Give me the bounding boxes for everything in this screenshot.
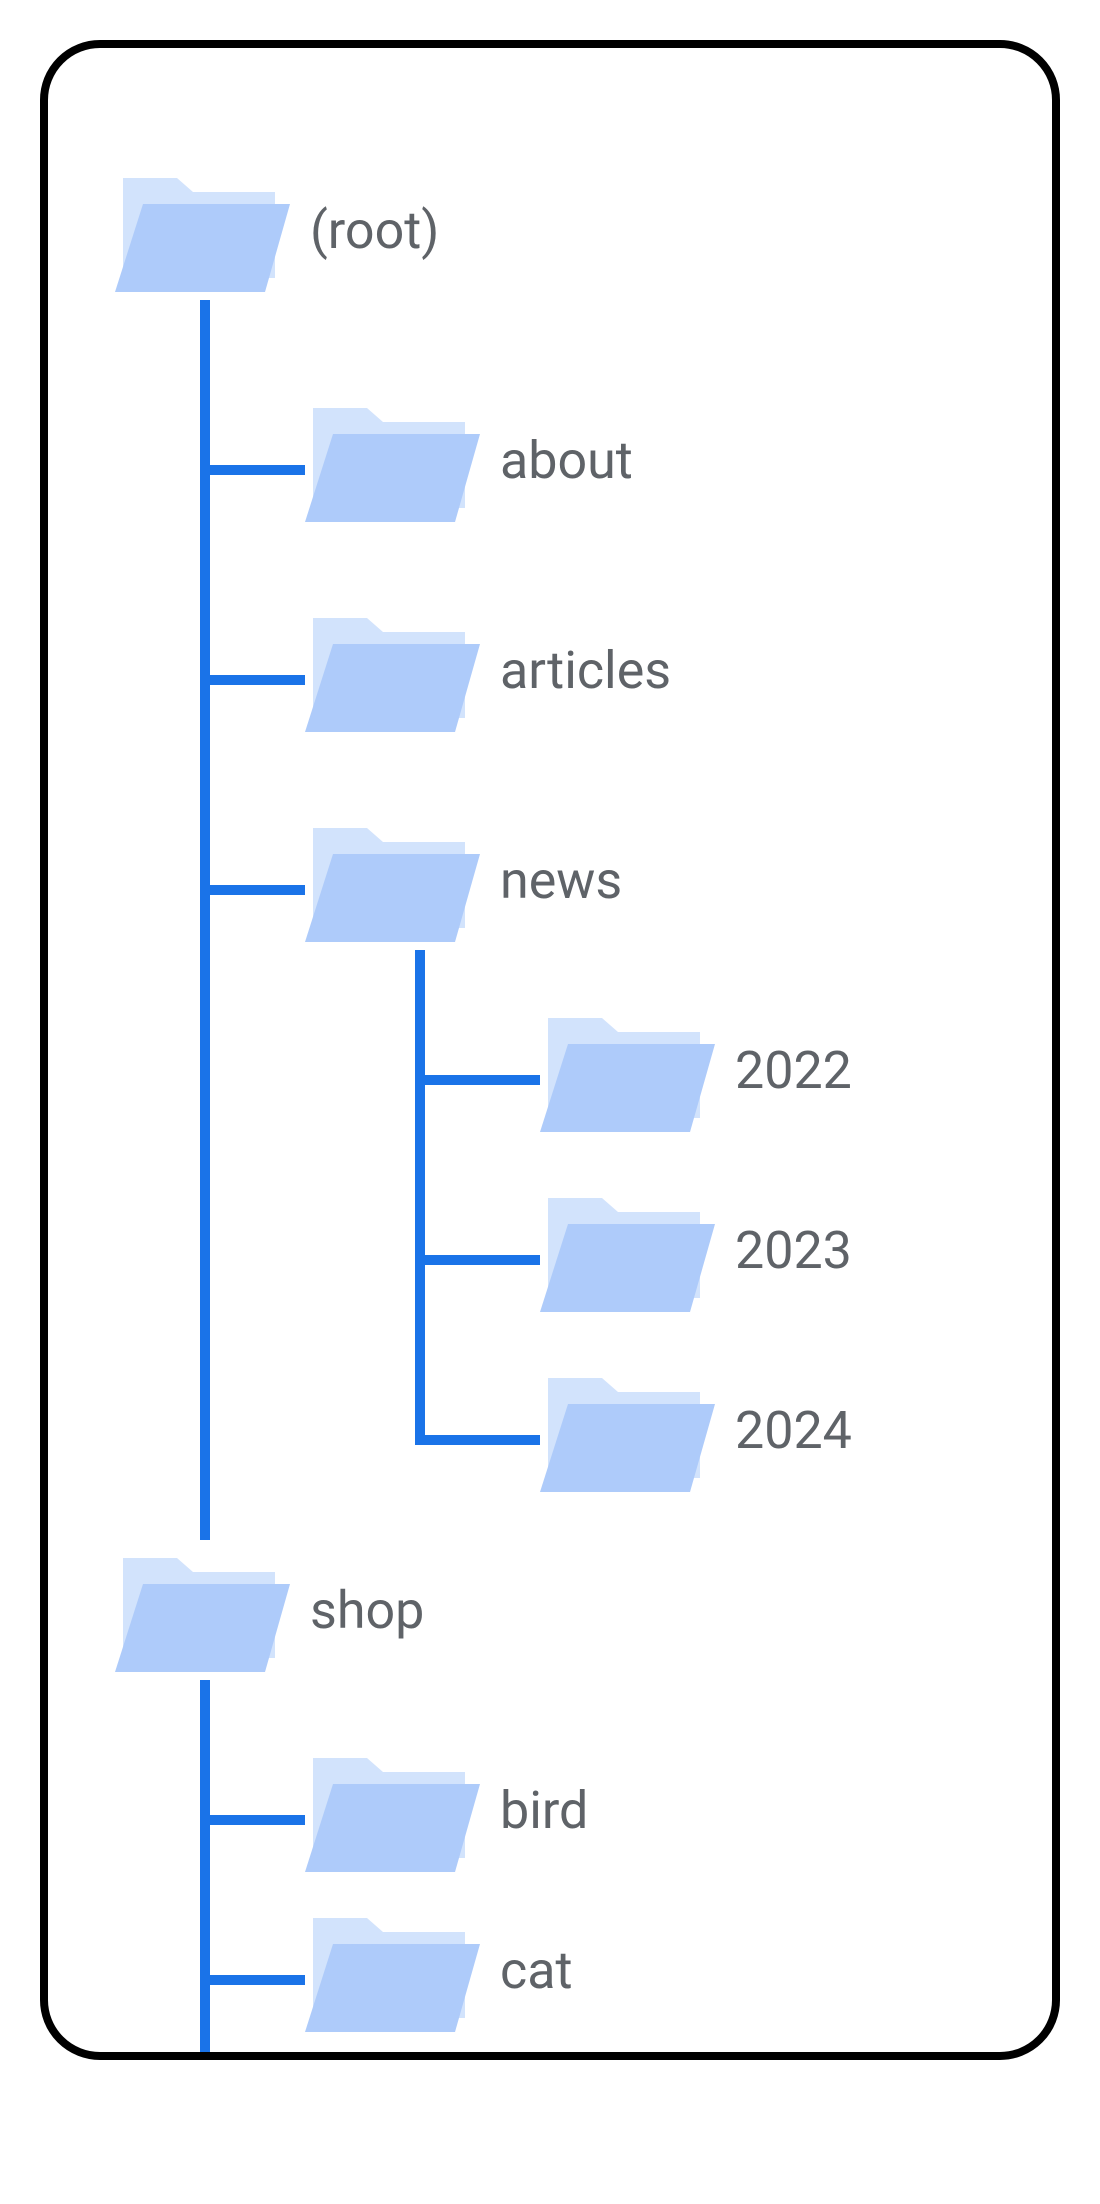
tree-nodes: (root) about articles news 2022 2023 202…	[0, 0, 1100, 2100]
folder-icon	[540, 1360, 715, 1500]
folder-label: cat	[500, 1940, 573, 2001]
folder-icon	[540, 1000, 715, 1140]
folder-icon	[305, 1900, 480, 2040]
folder-label: shop	[310, 1580, 424, 1641]
folder-icon	[540, 1180, 715, 1320]
folder-icon	[305, 390, 480, 530]
folder-label: bird	[500, 1780, 588, 1841]
folder-label: (root)	[310, 200, 439, 261]
folder-label: articles	[500, 640, 671, 701]
folder-icon	[115, 160, 290, 300]
folder-label: news	[500, 850, 622, 911]
folder-icon	[305, 600, 480, 740]
folder-label: dog	[500, 2100, 588, 2161]
folder-icon	[305, 810, 480, 950]
folder-icon	[115, 1540, 290, 1680]
folder-label: 2024	[735, 1400, 852, 1461]
folder-label: 2023	[735, 1220, 852, 1281]
folder-icon	[305, 1740, 480, 1880]
folder-label: 2022	[735, 1040, 852, 1101]
folder-label: about	[500, 430, 633, 491]
